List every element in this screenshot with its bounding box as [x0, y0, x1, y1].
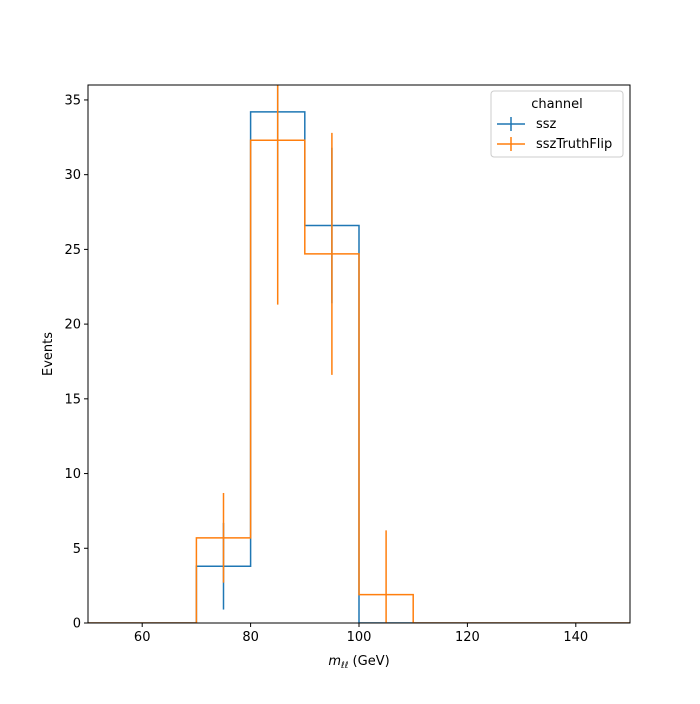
- y-tick-label: 20: [64, 318, 81, 333]
- x-tick-label: 120: [455, 630, 480, 645]
- y-tick-label: 10: [64, 467, 81, 482]
- y-axis-ticks: 0 5 10 15 20 25 30 35: [64, 93, 88, 632]
- x-tick-label: 140: [563, 630, 588, 645]
- legend: channel ssz sszTruthFlip: [490, 90, 624, 158]
- y-tick-label: 30: [64, 168, 81, 183]
- legend-title: channel: [531, 97, 582, 112]
- y-tick-label: 5: [73, 542, 81, 557]
- x-tick-label: 60: [134, 630, 151, 645]
- legend-entry-ssztruthflip: sszTruthFlip: [497, 137, 612, 152]
- legend-entry-ssz: ssz: [497, 117, 557, 132]
- legend-label-ssz: ssz: [536, 117, 557, 132]
- y-tick-label: 0: [73, 617, 81, 632]
- series-layer: [88, 85, 630, 623]
- legend-box: [490, 90, 624, 158]
- x-tick-label: 80: [242, 630, 259, 645]
- x-tick-label: 100: [347, 630, 372, 645]
- x-axis-ticks: 60 80 100 120 140: [134, 623, 588, 645]
- y-tick-label: 25: [64, 243, 81, 258]
- legend-label-ssztruthflip: sszTruthFlip: [536, 137, 612, 152]
- y-tick-label: 35: [64, 93, 81, 108]
- series-ssztruthflip: [88, 85, 630, 623]
- y-axis-label: Events: [41, 332, 56, 376]
- x-axis-label: mℓℓ (GeV): [328, 654, 389, 671]
- y-tick-label: 15: [64, 392, 81, 407]
